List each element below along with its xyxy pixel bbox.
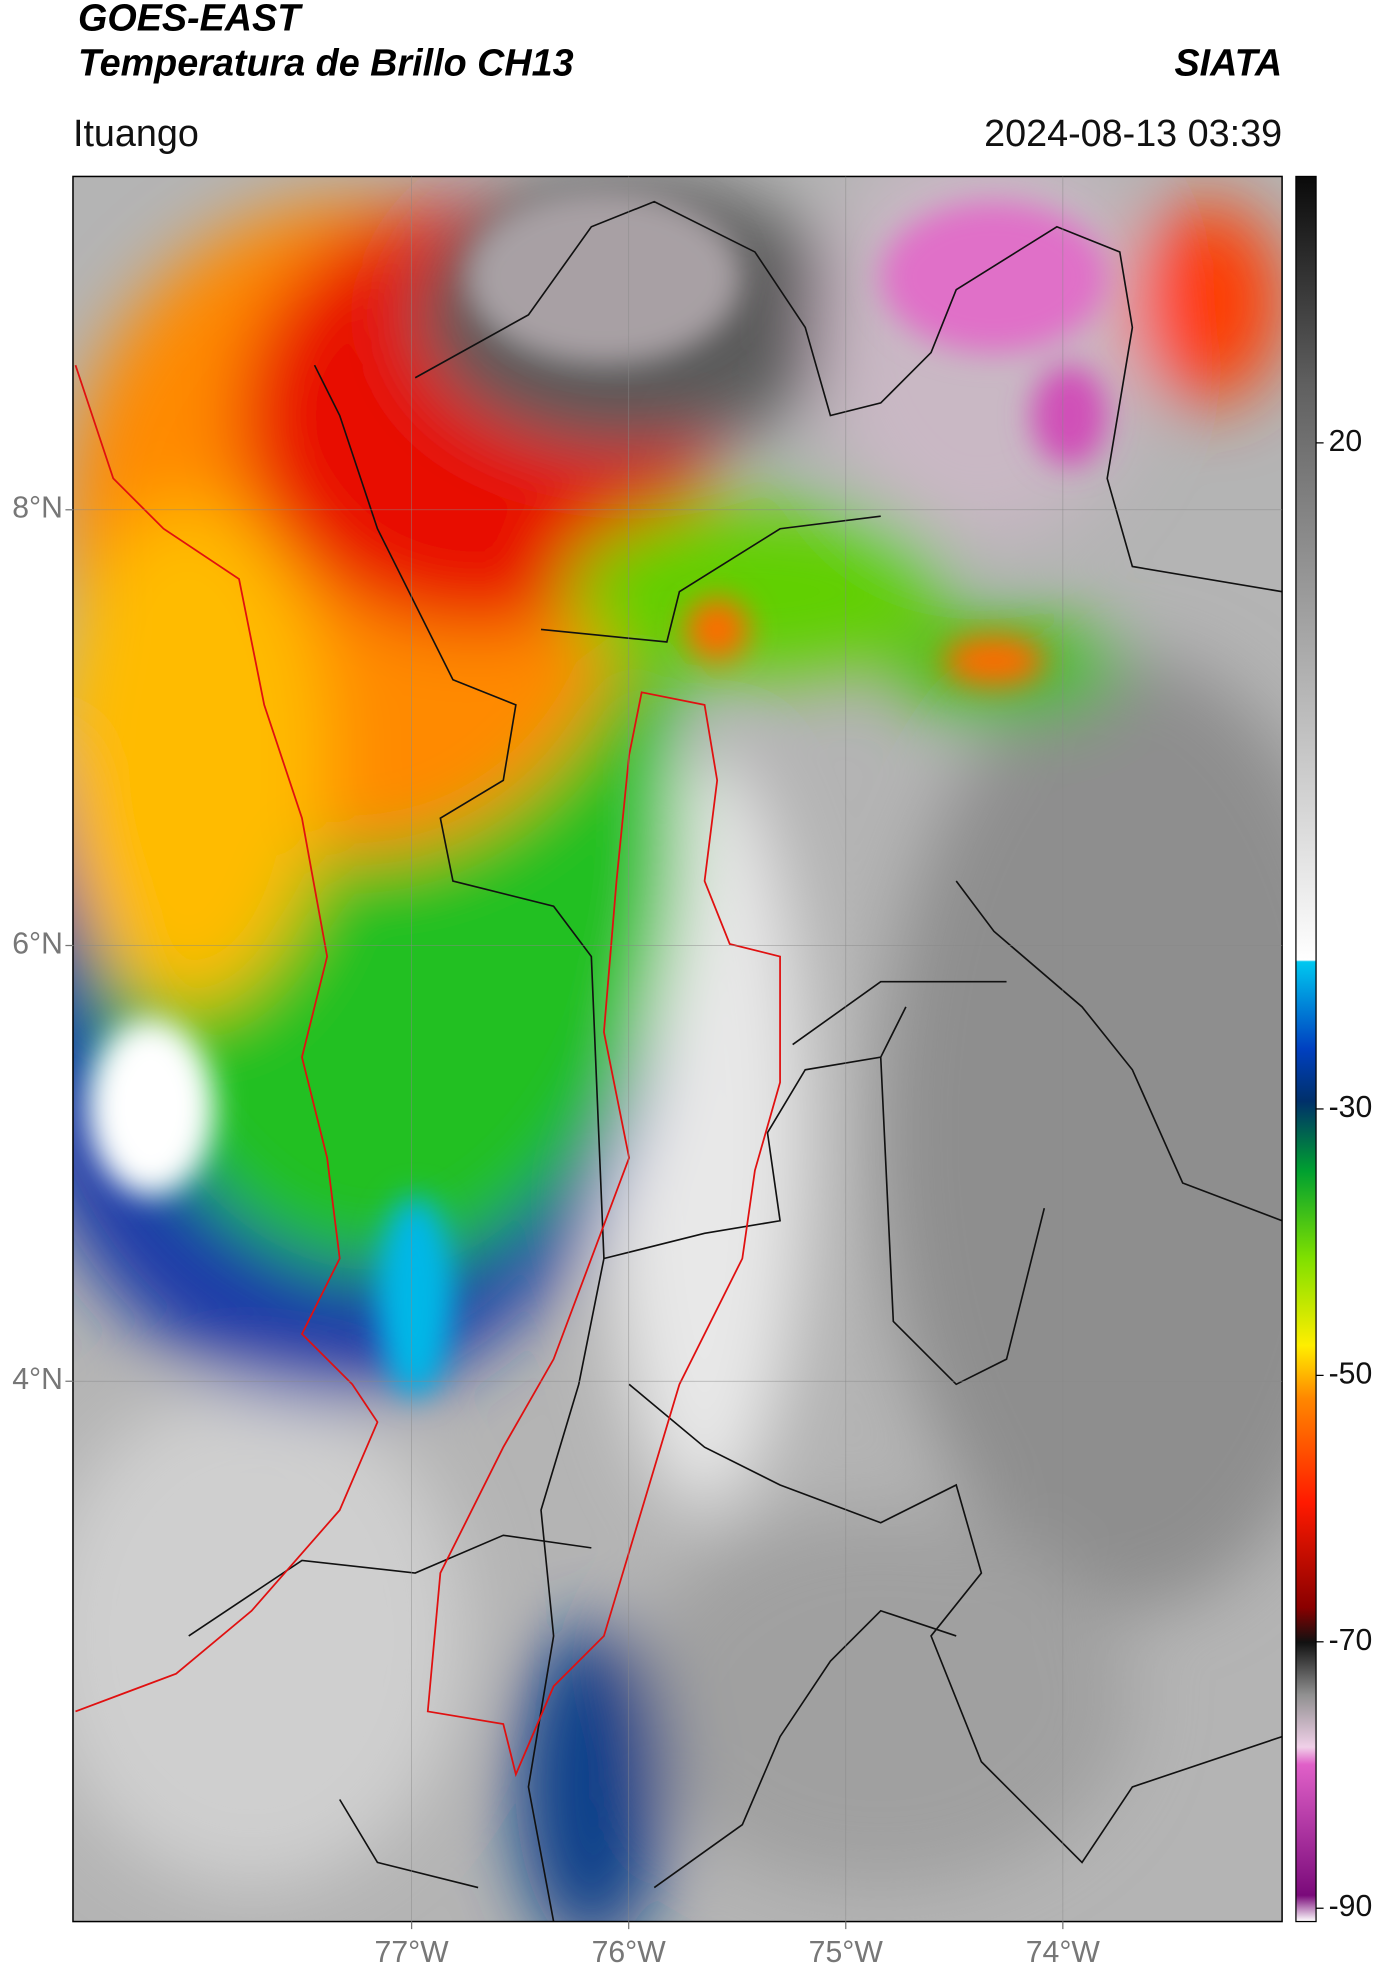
- source: SIATA: [1174, 42, 1282, 84]
- y-tick-label: 8°N: [12, 492, 63, 525]
- y-tick-label: 4°N: [12, 1363, 63, 1396]
- x-tick-label: 77°W: [375, 1936, 450, 1969]
- colorbar-tick-label: -50: [1329, 1357, 1373, 1390]
- map-frame: [72, 175, 1283, 1923]
- x-tick-label: 74°W: [1026, 1936, 1101, 1969]
- location: Ituango: [73, 112, 199, 154]
- colorbar-tick-label: -90: [1329, 1890, 1373, 1923]
- colorbar: [1295, 175, 1317, 1923]
- colorbar-tick-label: -30: [1329, 1091, 1373, 1124]
- x-tick-label: 75°W: [809, 1936, 884, 1969]
- satellite-image: [72, 176, 1283, 1922]
- subtitle: Temperatura de Brillo CH13: [78, 42, 574, 84]
- datetime: 2024-08-13 03:39: [984, 112, 1282, 154]
- colorbar-tick-label: 20: [1329, 425, 1363, 458]
- title: GOES-EAST: [78, 0, 303, 38]
- y-tick-label: 6°N: [12, 927, 63, 960]
- colorbar-tick-label: -70: [1329, 1624, 1373, 1657]
- x-tick-label: 76°W: [592, 1936, 667, 1969]
